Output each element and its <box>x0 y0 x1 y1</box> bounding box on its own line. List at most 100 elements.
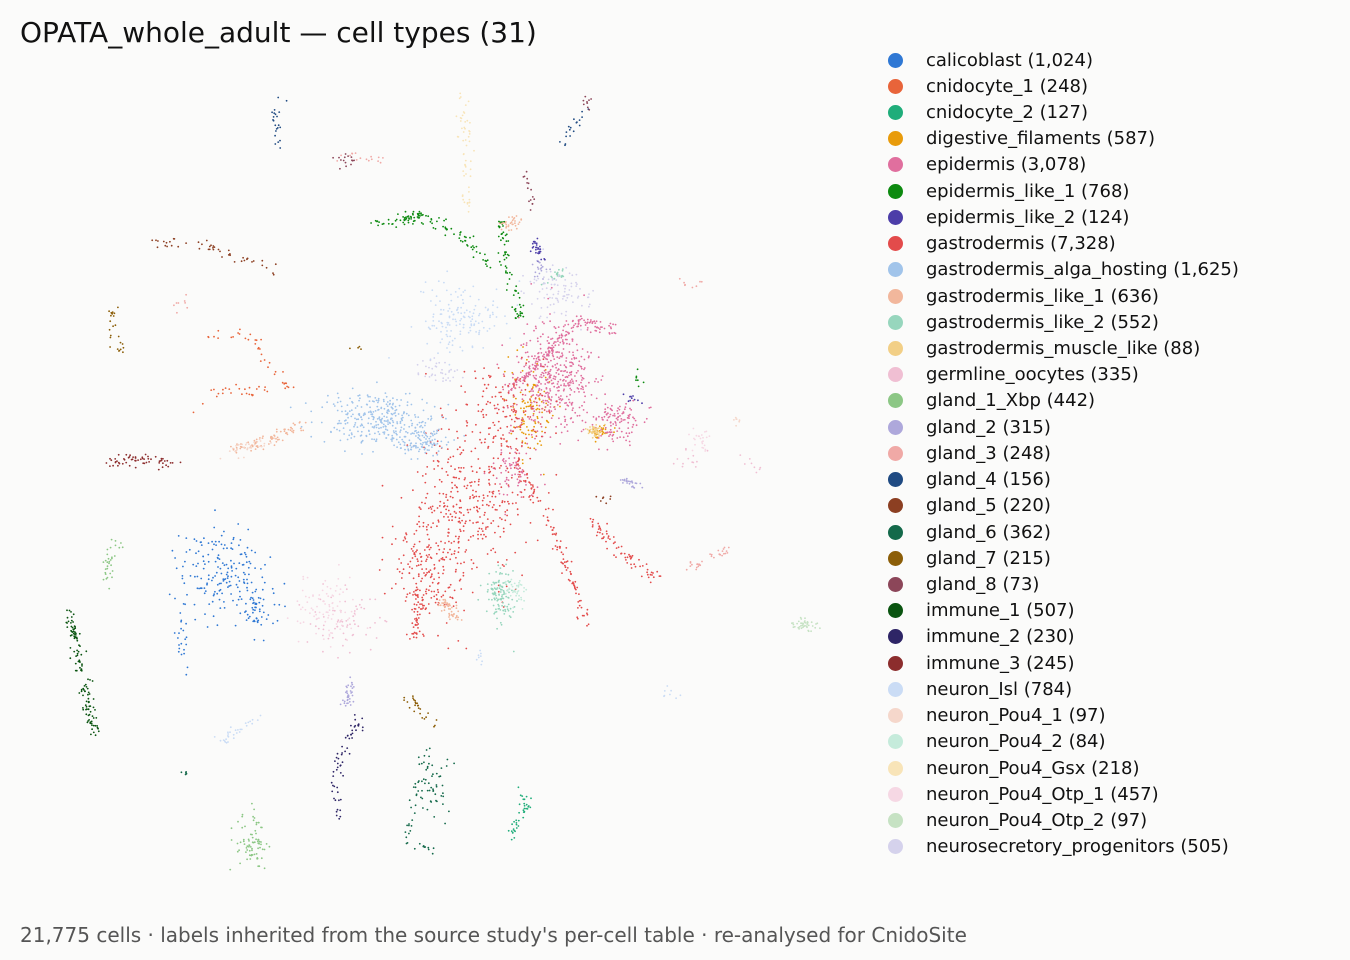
series-cnidocyte_1 <box>192 328 295 414</box>
legend-marker <box>888 393 903 409</box>
series-epidermis <box>483 283 652 516</box>
legend-label: gland_3 (248) <box>926 442 1051 464</box>
legend-item-neuron_Pou4_Gsx: neuron_Pou4_Gsx (218) <box>888 755 1239 781</box>
legend-marker <box>888 734 903 750</box>
legend-marker <box>888 288 903 304</box>
legend-marker <box>888 786 903 802</box>
legend-item-calicoblast: calicoblast (1,024) <box>888 47 1239 73</box>
legend-item-gland_1_Xbp: gland_1_Xbp (442) <box>888 388 1239 414</box>
legend-item-gastrodermis: gastrodermis (7,328) <box>888 231 1239 257</box>
legend-label: cnidocyte_2 (127) <box>926 102 1088 124</box>
legend-marker <box>888 550 903 566</box>
legend-item-germline_oocytes: germline_oocytes (335) <box>888 362 1239 388</box>
legend-marker <box>888 105 903 121</box>
legend-label: neuron_Isl (784) <box>926 678 1073 700</box>
legend-label: calicoblast (1,024) <box>926 49 1094 71</box>
legend-marker <box>888 629 903 645</box>
legend-label: gland_5 (220) <box>926 495 1051 517</box>
legend-item-gastrodermis_muscle_like: gastrodermis_muscle_like (88) <box>888 335 1239 361</box>
legend-marker <box>888 314 903 330</box>
legend-marker <box>888 524 903 540</box>
legend-label: neuron_Pou4_Gsx (218) <box>926 757 1140 779</box>
legend-label: epidermis (3,078) <box>926 154 1087 176</box>
series-gastrodermis_muscle_like <box>584 423 606 439</box>
legend-item-neuron_Isl: neuron_Isl (784) <box>888 676 1239 702</box>
series-epidermis_like_1 <box>370 210 645 388</box>
series-gland_3 <box>173 152 730 571</box>
series-calicoblast <box>168 509 286 676</box>
legend-item-digestive_filaments: digestive_filaments (587) <box>888 126 1239 152</box>
legend-marker <box>888 131 903 147</box>
legend-item-epidermis_like_2: epidermis_like_2 (124) <box>888 204 1239 230</box>
legend-label: gastrodermis_alga_hosting (1,625) <box>926 259 1239 281</box>
legend-label: gastrodermis_like_2 (552) <box>926 311 1159 333</box>
legend-item-immune_1: immune_1 (507) <box>888 598 1239 624</box>
series-gland_6 <box>180 747 455 855</box>
legend-marker <box>888 341 903 357</box>
legend-label: gland_4 (156) <box>926 469 1051 491</box>
legend-item-immune_2: immune_2 (230) <box>888 624 1239 650</box>
series-neuron_Pou4_Gsx <box>455 92 475 213</box>
legend-label: neuron_Pou4_2 (84) <box>926 731 1106 753</box>
legend-item-gland_2: gland_2 (315) <box>888 414 1239 440</box>
legend-item-cnidocyte_1: cnidocyte_1 (248) <box>888 73 1239 99</box>
legend-item-gland_3: gland_3 (248) <box>888 440 1239 466</box>
series-gastrodermis_like_2 <box>477 268 565 653</box>
series-neuron_Pou4_1 <box>219 416 741 460</box>
legend-marker <box>888 78 903 94</box>
series-gland_7 <box>108 306 438 728</box>
legend-label: gastrodermis_like_1 (636) <box>926 285 1159 307</box>
legend-marker <box>888 209 903 225</box>
legend-marker <box>888 760 903 776</box>
legend-marker <box>888 367 903 383</box>
legend-marker <box>888 236 903 252</box>
legend-item-gastrodermis_alga_hosting: gastrodermis_alga_hosting (1,625) <box>888 257 1239 283</box>
series-immune_2 <box>330 714 364 820</box>
series-immune_1 <box>65 609 100 737</box>
legend-marker <box>888 839 903 855</box>
legend-item-gland_8: gland_8 (73) <box>888 571 1239 597</box>
legend-item-epidermis: epidermis (3,078) <box>888 152 1239 178</box>
legend-label: germline_oocytes (335) <box>926 364 1139 386</box>
series-germline_oocytes <box>298 447 762 659</box>
legend-marker <box>888 576 903 592</box>
umap-scatter-plot <box>65 92 821 871</box>
series-gland_5 <box>151 237 612 505</box>
series-gland_8 <box>332 95 592 211</box>
legend-label: immune_2 (230) <box>926 626 1075 648</box>
legend-label: gland_6 (362) <box>926 521 1051 543</box>
legend-item-epidermis_like_1: epidermis_like_1 (768) <box>888 178 1239 204</box>
legend-marker <box>888 708 903 724</box>
legend-label: gland_1_Xbp (442) <box>926 390 1096 412</box>
legend-marker <box>888 603 903 619</box>
legend: calicoblast (1,024) cnidocyte_1 (248) cnid… <box>888 47 1239 860</box>
legend-marker <box>888 157 903 173</box>
series-gastrodermis_alga_hosting <box>289 381 466 460</box>
legend-label: gland_7 (215) <box>926 547 1051 569</box>
legend-label: gastrodermis_muscle_like (88) <box>926 338 1201 360</box>
legend-item-immune_3: immune_3 (245) <box>888 650 1239 676</box>
legend-item-neuron_Pou4_2: neuron_Pou4_2 (84) <box>888 729 1239 755</box>
series-digestive_filaments <box>503 346 616 476</box>
series-neuron_Pou4_2 <box>504 578 528 610</box>
legend-label: epidermis_like_1 (768) <box>926 180 1130 202</box>
legend-marker <box>888 183 903 199</box>
chart-title: OPATA_whole_adult — cell types (31) <box>20 16 537 49</box>
series-gastrodermis <box>378 356 662 650</box>
series-gland_2 <box>339 259 644 707</box>
legend-item-gland_5: gland_5 (220) <box>888 493 1239 519</box>
series-neuron_Isl <box>213 270 682 744</box>
legend-item-gland_6: gland_6 (362) <box>888 519 1239 545</box>
legend-label: epidermis_like_2 (124) <box>926 206 1130 228</box>
legend-label: neuron_Pou4_Otp_2 (97) <box>926 809 1148 831</box>
series-gland_4 <box>271 96 590 149</box>
series-neuron_Pou4_Otp_2 <box>791 616 821 633</box>
legend-label: neurosecretory_progenitors (505) <box>926 836 1229 858</box>
legend-marker <box>888 52 903 68</box>
legend-label: gland_8 (73) <box>926 573 1040 595</box>
legend-item-gastrodermis_like_1: gastrodermis_like_1 (636) <box>888 283 1239 309</box>
legend-marker <box>888 655 903 671</box>
legend-marker <box>888 681 903 697</box>
legend-label: neuron_Pou4_1 (97) <box>926 705 1106 727</box>
legend-label: gastrodermis (7,328) <box>926 233 1116 255</box>
